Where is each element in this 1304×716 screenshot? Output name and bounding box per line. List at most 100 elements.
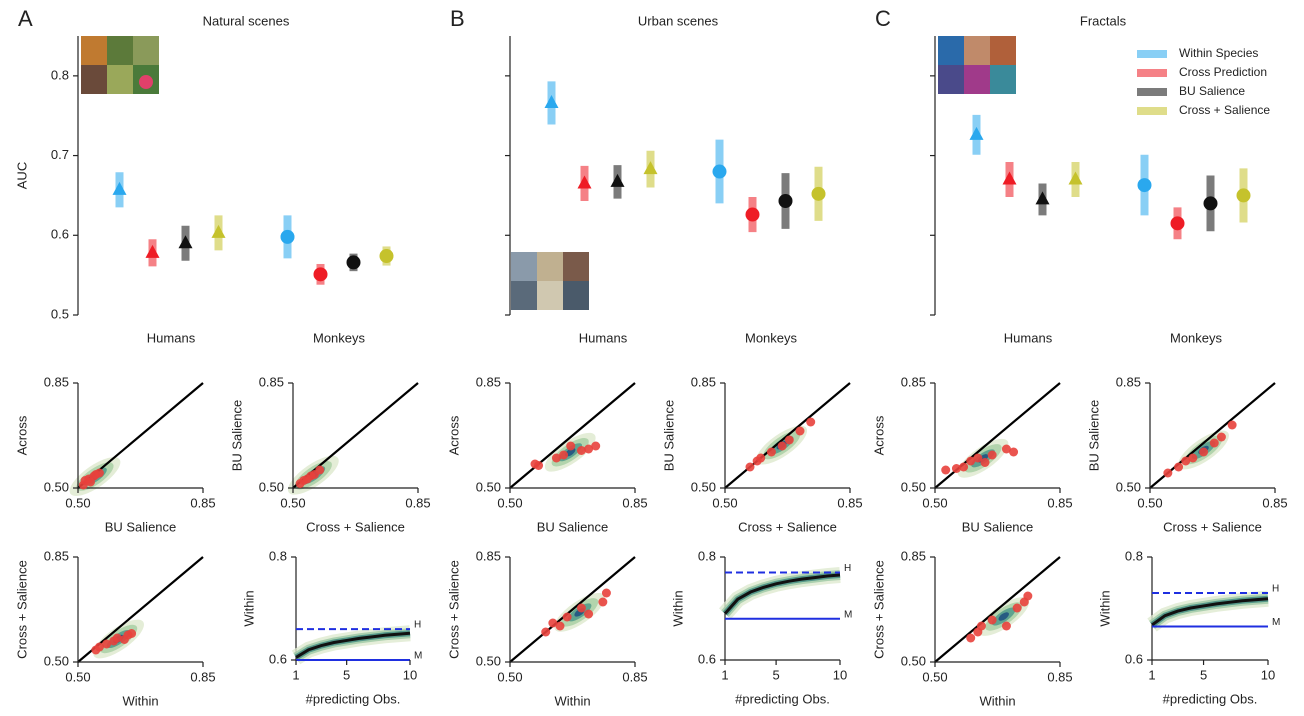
density [544,432,596,472]
y-tick-label: 0.85 [1116,374,1141,389]
point [1009,447,1019,457]
marker [1068,171,1083,185]
point [566,441,576,451]
x-tick-label: 0.85 [190,495,215,510]
y-axis-label: Cross + Salience [446,560,461,659]
y-tick-label: 0.85 [901,548,926,563]
y-tick-label: 0.50 [901,479,926,494]
point [777,441,787,451]
y-tick-label: 0.85 [476,374,501,389]
point [987,615,997,625]
point [784,435,794,445]
marker [811,186,826,201]
point [598,597,608,607]
x-tick-label: Humans [579,330,628,345]
y-tick-label: 0.50 [476,653,501,668]
y-axis-label: Within [241,590,256,626]
point [112,633,122,643]
y-axis-label: BU Salience [229,400,244,472]
marker [643,161,658,175]
marker [1137,178,1152,193]
point [1163,468,1173,478]
point [766,447,776,457]
x-axis-label: BU Salience [105,519,177,534]
point [584,444,594,454]
marker [712,164,727,179]
x-tick-label: 0.50 [712,495,737,510]
x-tick-label: Monkeys [313,330,366,345]
diagonal [934,382,1061,489]
x-tick-label: Humans [1004,330,1053,345]
x-axis-label: #predicting Obs. [1163,691,1258,706]
y-axis-label: Within [1097,590,1112,626]
x-tick-label: 0.85 [622,669,647,684]
y-tick-label: 0.50 [901,653,926,668]
x-tick-label: 5 [772,667,779,682]
point [562,612,572,622]
point [1199,447,1209,457]
marker [778,194,793,209]
point [1181,456,1191,466]
x-tick-label: 0.85 [837,495,862,510]
chart-title: Urban scenes [638,13,719,28]
x-tick-label: 0.50 [497,495,522,510]
x-tick-label: 0.85 [405,495,430,510]
thumbnail-natural [81,36,159,94]
reference-label: M [1272,617,1280,628]
chart-title: Natural scenes [203,13,290,28]
diagonal [509,382,636,489]
point [745,462,755,472]
y-tick-label: 0.50 [44,479,69,494]
point [795,426,805,436]
marker [745,207,760,222]
point [127,629,137,638]
marker [178,235,193,249]
y-tick-label: 0.6 [1125,651,1143,666]
marker [1203,196,1218,211]
marker [1002,171,1017,185]
x-tick-label: 0.50 [922,669,947,684]
x-tick-label: 0.85 [1047,495,1072,510]
point [941,465,951,475]
y-tick-label: 0.7 [51,147,69,162]
point [576,446,586,455]
x-tick-label: Humans [147,330,196,345]
point [102,639,112,649]
diagonal [724,382,851,489]
marker [211,224,226,238]
point [1001,621,1011,631]
point [584,609,594,619]
reference-label: H [844,563,851,574]
y-tick-label: 0.85 [259,374,284,389]
point [951,464,961,473]
point [966,456,976,466]
y-axis-label: Within [670,590,685,626]
point [976,621,986,631]
y-tick-label: 0.85 [476,548,501,563]
reference-label: H [1272,584,1279,595]
y-tick-label: 0.6 [698,651,716,666]
point [1216,432,1226,442]
diagonal [509,556,636,663]
x-tick-label: 0.85 [190,669,215,684]
x-tick-label: 0.50 [280,495,305,510]
point [94,468,104,478]
x-tick-label: 0.50 [922,495,947,510]
y-tick-label: 0.8 [698,548,716,563]
marker [610,173,625,187]
marker [969,126,984,140]
density-contour [998,612,1009,621]
point [1023,591,1033,601]
y-tick-label: 0.8 [51,67,69,82]
marker [1170,216,1185,231]
marker [112,181,127,195]
x-axis-label: Cross + Salience [738,519,837,534]
reference-label: H [414,620,421,631]
y-axis-label: Across [446,415,461,455]
thumbnail-urban [511,252,589,310]
point [591,441,601,451]
x-axis-label: #predicting Obs. [735,691,830,706]
curve [295,631,411,659]
point [559,450,569,460]
